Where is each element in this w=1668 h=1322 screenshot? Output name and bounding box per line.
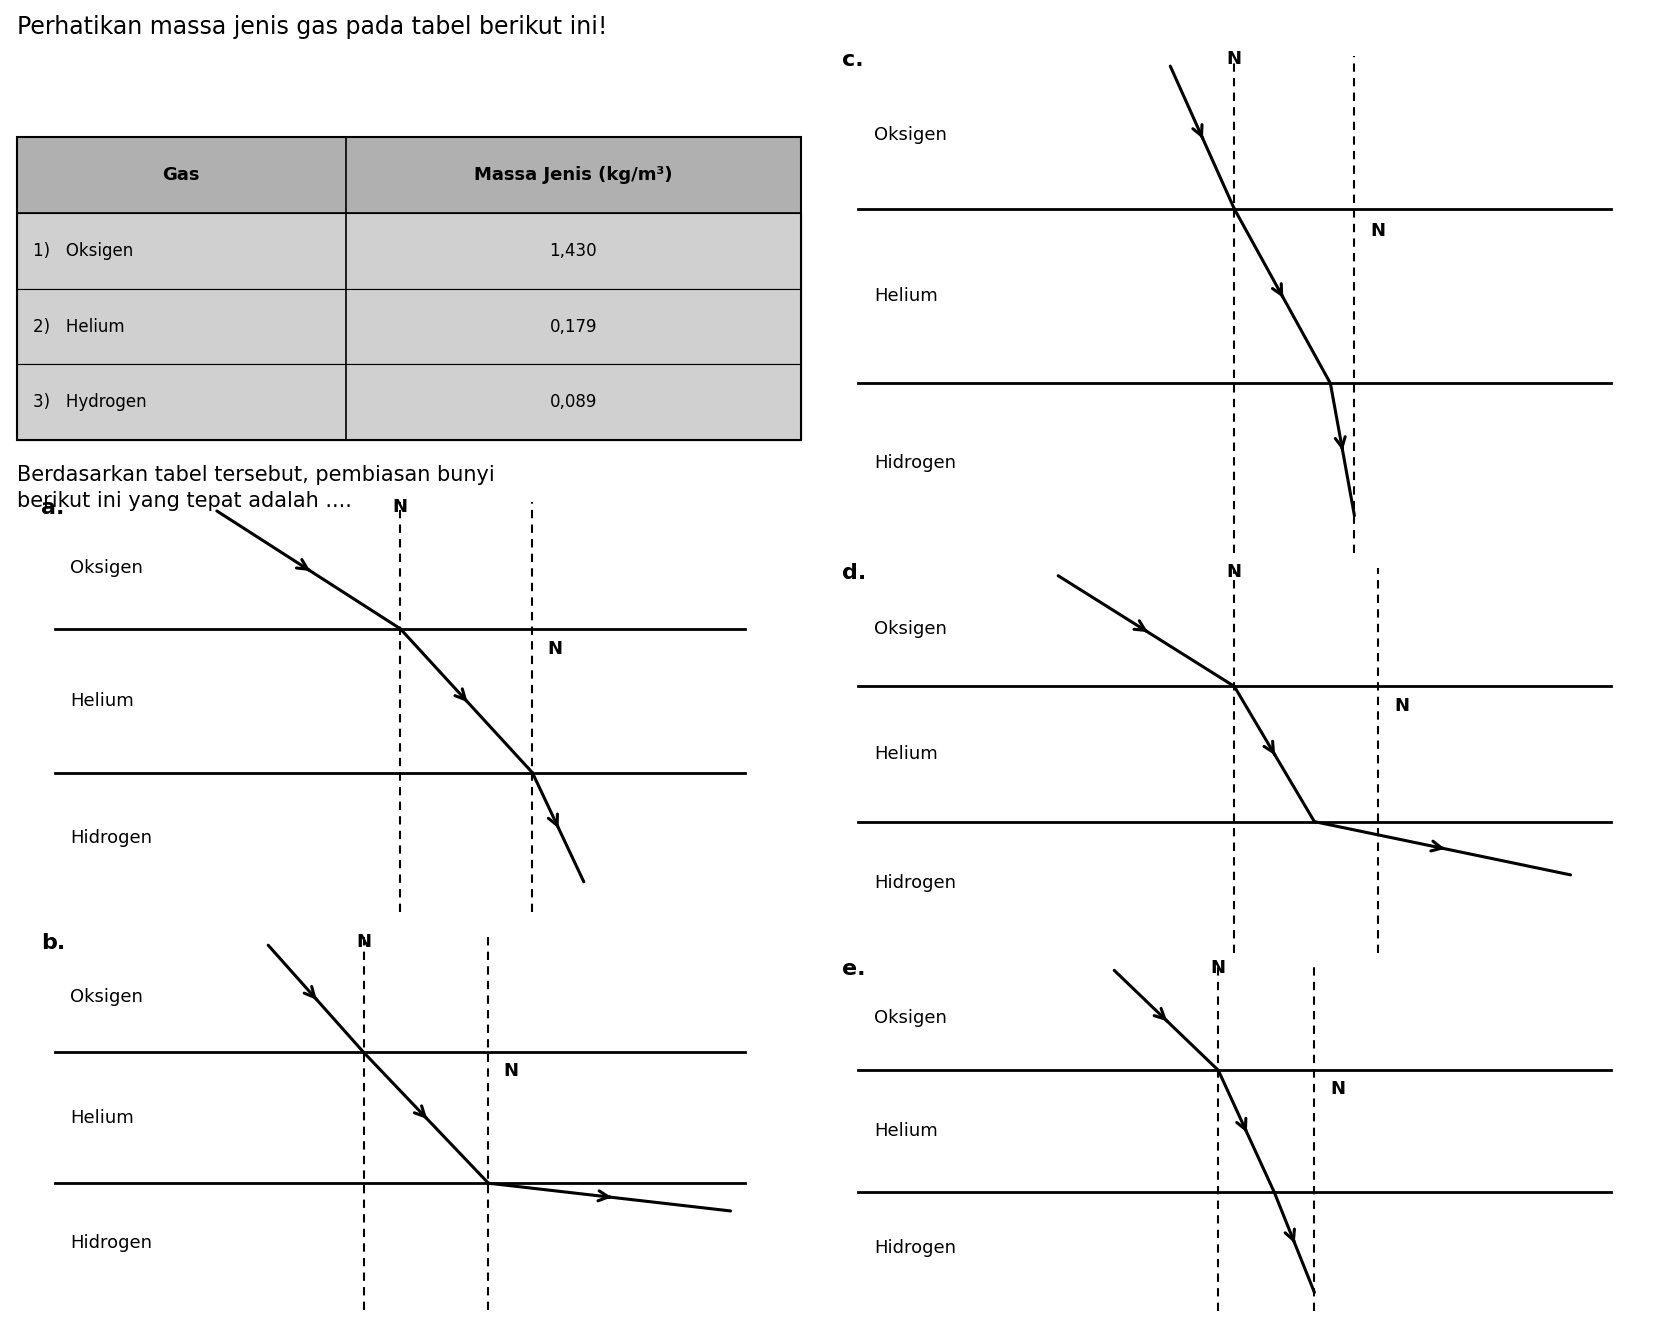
Text: Helium: Helium [70, 1109, 133, 1126]
Text: Oksigen: Oksigen [70, 988, 143, 1006]
Text: Oksigen: Oksigen [874, 1010, 947, 1027]
Bar [17, 288, 801, 365]
Text: N: N [1211, 960, 1226, 977]
Text: Hidrogen: Hidrogen [874, 453, 956, 472]
Text: Helium: Helium [874, 287, 937, 305]
Text: e.: e. [842, 960, 866, 980]
Text: 2)   Helium: 2) Helium [33, 317, 125, 336]
Text: Helium: Helium [874, 1122, 937, 1141]
Text: 3)   Hydrogen: 3) Hydrogen [33, 394, 147, 411]
Text: N: N [394, 498, 407, 516]
Text: N: N [1371, 222, 1386, 241]
Text: d.: d. [842, 563, 866, 583]
Bar [17, 137, 801, 213]
Text: Oksigen: Oksigen [874, 620, 947, 639]
Text: 0,089: 0,089 [549, 394, 597, 411]
Text: Oksigen: Oksigen [874, 126, 947, 144]
Text: Helium: Helium [874, 746, 937, 763]
Text: Hidrogen: Hidrogen [874, 1239, 956, 1257]
Text: N: N [504, 1063, 519, 1080]
Text: Hidrogen: Hidrogen [874, 874, 956, 892]
Text: Massa Jenis (kg/m³): Massa Jenis (kg/m³) [474, 165, 672, 184]
Text: N: N [1331, 1080, 1346, 1097]
Text: Hidrogen: Hidrogen [70, 829, 152, 847]
Text: b.: b. [40, 933, 65, 953]
Text: Gas: Gas [162, 165, 200, 184]
Bar [17, 213, 801, 288]
Text: Perhatikan massa jenis gas pada tabel berikut ini!: Perhatikan massa jenis gas pada tabel be… [17, 15, 607, 38]
Text: 1)   Oksigen: 1) Oksigen [33, 242, 133, 259]
Bar [17, 137, 801, 440]
Text: Hidrogen: Hidrogen [70, 1233, 152, 1252]
Text: Oksigen: Oksigen [70, 559, 143, 576]
Text: c.: c. [842, 50, 864, 70]
Bar [17, 365, 801, 440]
Text: N: N [1228, 563, 1241, 582]
Text: N: N [1394, 697, 1409, 715]
Text: 0,179: 0,179 [549, 317, 597, 336]
Text: N: N [1228, 50, 1241, 69]
Text: N: N [547, 640, 562, 657]
Text: N: N [357, 933, 370, 952]
Text: Berdasarkan tabel tersebut, pembiasan bunyi
berikut ini yang tepat adalah ....: Berdasarkan tabel tersebut, pembiasan bu… [17, 465, 494, 512]
Text: 1,430: 1,430 [549, 242, 597, 259]
Text: a.: a. [40, 498, 63, 518]
Text: Helium: Helium [70, 691, 133, 710]
